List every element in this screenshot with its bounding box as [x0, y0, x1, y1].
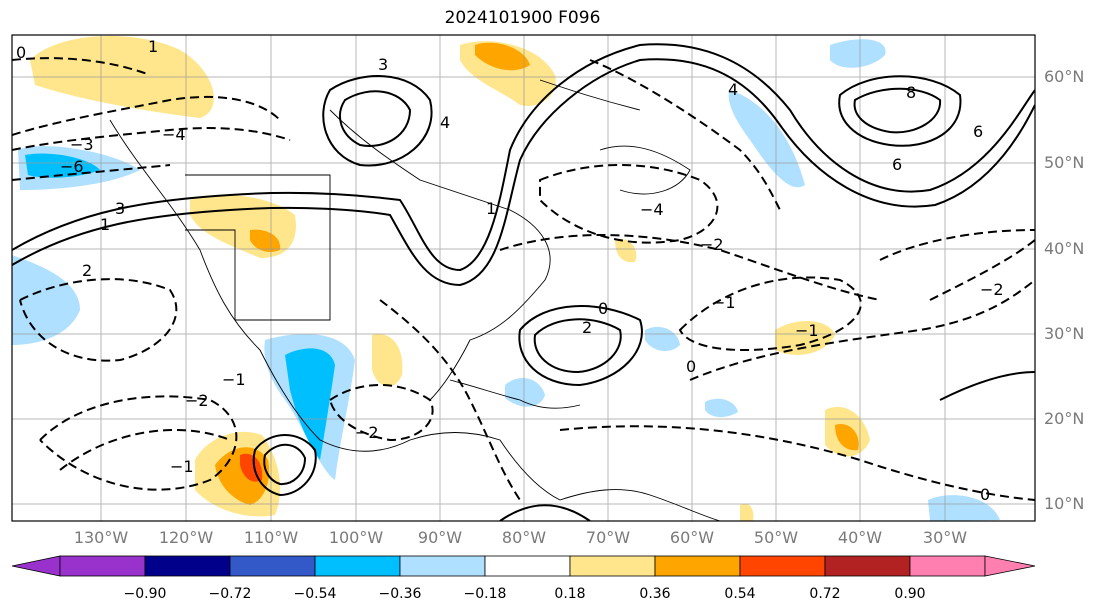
colorbar-tick: −0.90: [123, 586, 167, 602]
contour-label: 3: [115, 199, 125, 218]
colorbar-tick: −0.18: [463, 586, 507, 602]
lon-label: 80°W: [501, 528, 547, 547]
lon-label: 90°W: [417, 528, 463, 547]
contour-label: 6: [892, 155, 902, 174]
contour-label: −1: [222, 370, 246, 389]
lat-label: 60°N: [1044, 67, 1085, 86]
contour-label: 2: [82, 261, 92, 280]
lon-label: 40°W: [837, 528, 883, 547]
contour-label: 1: [486, 199, 496, 218]
lon-label: 110°W: [243, 528, 299, 547]
colorbar-tick: −0.54: [293, 586, 337, 602]
lat-label: 20°N: [1044, 409, 1085, 428]
contour-label: 4: [728, 80, 738, 99]
contours: [12, 43, 1035, 521]
contour-label: 0: [16, 43, 26, 62]
contour-label: 1: [100, 215, 110, 234]
colorbar-tick: 0.54: [724, 586, 756, 602]
contour-label: 2: [582, 318, 592, 337]
contour-label: 0: [980, 485, 990, 504]
colorbar-tick: 0.72: [809, 586, 841, 602]
contour-label: −1: [712, 293, 736, 312]
contour-label: −1: [795, 321, 819, 340]
contour-label: 3: [378, 55, 388, 74]
contour-label: −2: [700, 235, 724, 254]
contour-label: 4: [440, 113, 450, 132]
contour-label: 0: [598, 299, 608, 318]
contour-label: −2: [185, 391, 209, 410]
lon-label: 70°W: [585, 528, 631, 547]
colorbar-tick: 0.18: [554, 586, 586, 602]
lon-label: 120°W: [158, 528, 214, 547]
contour-label: −4: [640, 200, 664, 219]
lat-label: 40°N: [1044, 239, 1085, 258]
negative-contours: [12, 57, 1035, 501]
lon-label: 60°W: [669, 528, 715, 547]
lon-label: 100°W: [328, 528, 384, 547]
contour-label: 0: [686, 357, 696, 376]
contour-label: −6: [60, 157, 84, 176]
shaded-fields: [12, 36, 1000, 521]
lon-label: 130°W: [73, 528, 129, 547]
contour-label: 8: [906, 83, 916, 102]
lon-label: 50°W: [753, 528, 799, 547]
contour-label: 1: [148, 37, 158, 56]
colorbar-tick: 0.36: [639, 586, 671, 602]
contour-label: −2: [980, 280, 1004, 299]
contour-label: −4: [162, 125, 186, 144]
graticule: [12, 35, 1035, 521]
lon-label: 30°W: [922, 528, 968, 547]
colorbar-tick: −0.72: [208, 586, 252, 602]
contour-labels: 0 0 0 0 2 1 3 3 4 4 8 6 −2 −2 −1 −1 −1 2…: [16, 37, 1004, 504]
lat-label: 10°N: [1044, 494, 1085, 513]
contour-label: 6: [973, 122, 983, 141]
colorbar-tick: 0.90: [894, 586, 926, 602]
coastlines: [109, 79, 721, 521]
colorbar-tick: −0.36: [378, 586, 422, 602]
contour-label: −1: [170, 457, 194, 476]
map-title: 2024101900 F096: [444, 8, 601, 28]
contour-label: −3: [70, 135, 94, 154]
lat-label: 30°N: [1044, 324, 1085, 343]
contour-label: −2: [355, 423, 379, 442]
colorbar: [11, 555, 1036, 577]
lat-label: 50°N: [1044, 153, 1085, 172]
map-frame: [11, 34, 1036, 522]
